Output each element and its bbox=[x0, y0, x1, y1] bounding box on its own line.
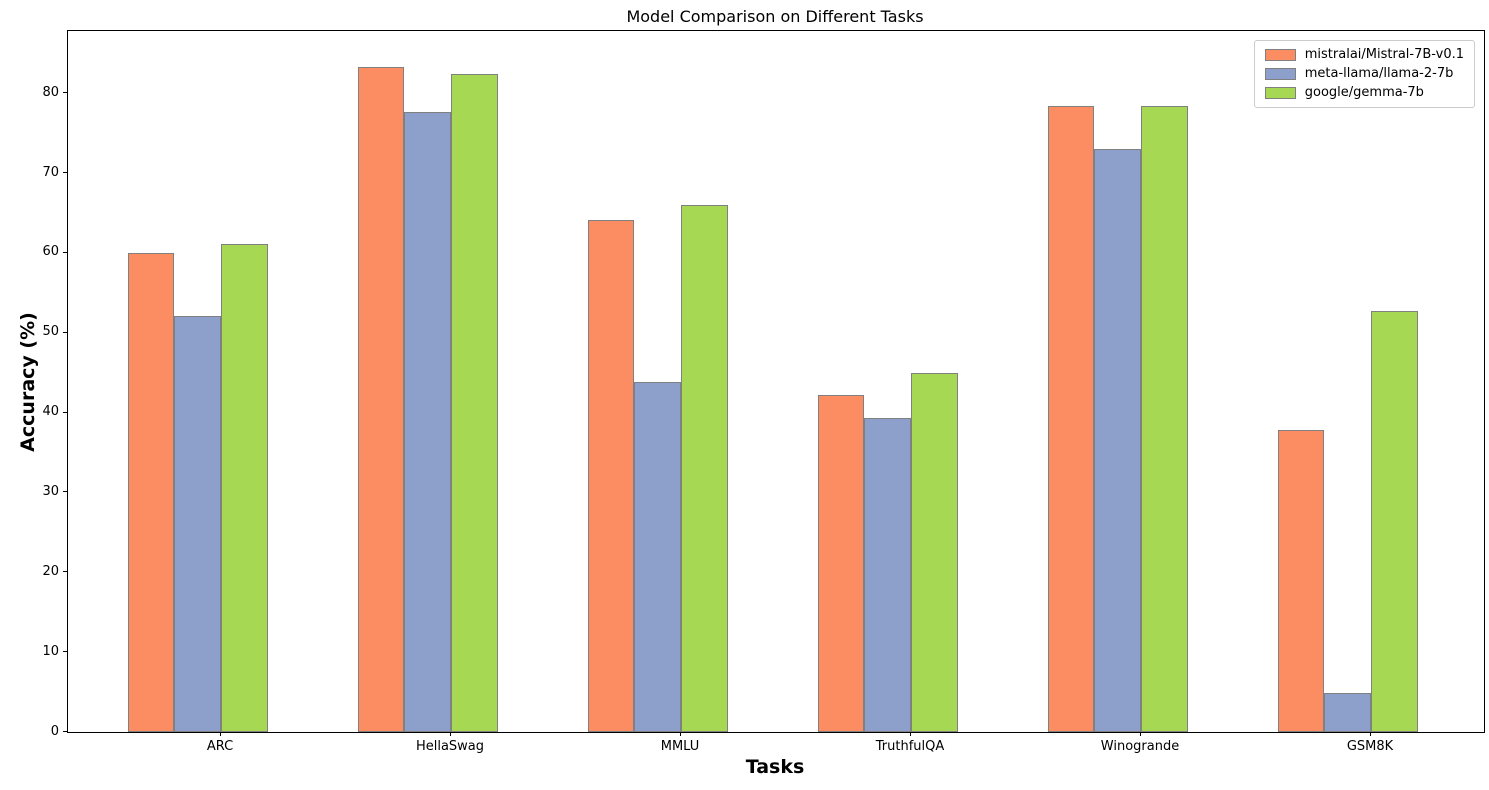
x-tick-mark bbox=[1140, 732, 1141, 736]
bar-google-gemma-7b-truthfulqa bbox=[911, 373, 958, 732]
x-tick-mark bbox=[1370, 732, 1371, 736]
bar-mistralai-mistral-7b-v0-1-mmlu bbox=[587, 219, 635, 732]
y-tick-label-50: 50 bbox=[42, 324, 59, 340]
y-tick-label-10: 10 bbox=[42, 643, 59, 659]
y-tick-mark bbox=[63, 331, 67, 333]
legend-swatch-mistralai-mistral-7b-v0-1 bbox=[1264, 49, 1296, 61]
x-tick-label-truthfulqa: TruthfulQA bbox=[875, 739, 945, 754]
y-tick-label-70: 70 bbox=[42, 164, 59, 180]
y-tick-label-30: 30 bbox=[42, 483, 59, 499]
x-tick-label-arc: ARC bbox=[206, 739, 234, 754]
x-axis-label: Tasks bbox=[745, 756, 805, 778]
legend-label: google/gemma-7b bbox=[1304, 85, 1424, 100]
bar-google-gemma-7b-gsm8k bbox=[1371, 310, 1418, 732]
bar-mistralai-mistral-7b-v0-1-winogrande bbox=[1047, 106, 1095, 732]
bar-google-gemma-7b-winogrande bbox=[1141, 105, 1188, 732]
bar-google-gemma-7b-hellaswag bbox=[451, 73, 498, 732]
x-tick-label-mmlu: MMLU bbox=[660, 739, 700, 754]
y-tick-label-0: 0 bbox=[50, 723, 59, 739]
y-tick-mark bbox=[63, 251, 67, 253]
y-tick-label-60: 60 bbox=[42, 244, 59, 260]
legend-label: mistralai/Mistral-7B-v0.1 bbox=[1304, 47, 1464, 62]
x-tick-mark bbox=[220, 732, 221, 736]
bar-meta-llama-llama-2-7b-arc bbox=[174, 316, 221, 732]
bar-mistralai-mistral-7b-v0-1-hellaswag bbox=[357, 66, 405, 732]
y-tick-mark bbox=[63, 571, 67, 573]
x-tick-mark bbox=[910, 732, 911, 736]
legend-item-google-gemma-7b: google/gemma-7b bbox=[1264, 85, 1464, 100]
y-tick-label-20: 20 bbox=[42, 563, 59, 579]
legend-item-mistralai-mistral-7b-v0-1: mistralai/Mistral-7B-v0.1 bbox=[1264, 47, 1464, 62]
bar-meta-llama-llama-2-7b-gsm8k bbox=[1324, 692, 1371, 732]
x-tick-label-gsm8k: GSM8K bbox=[1346, 739, 1394, 754]
y-tick-mark bbox=[63, 411, 67, 413]
x-tick-label-winogrande: Winogrande bbox=[1100, 739, 1180, 754]
bar-mistralai-mistral-7b-v0-1-gsm8k bbox=[1277, 429, 1325, 732]
y-tick-mark bbox=[63, 491, 67, 493]
y-tick-label-40: 40 bbox=[42, 404, 59, 420]
x-tick-mark bbox=[450, 732, 451, 736]
bar-meta-llama-llama-2-7b-hellaswag bbox=[404, 111, 451, 732]
bar-meta-llama-llama-2-7b-winogrande bbox=[1094, 149, 1141, 732]
legend-label: meta-llama/llama-2-7b bbox=[1304, 66, 1454, 81]
legend-swatch-google-gemma-7b bbox=[1264, 87, 1296, 99]
bar-google-gemma-7b-mmlu bbox=[681, 204, 728, 732]
bar-google-gemma-7b-arc bbox=[221, 244, 268, 732]
bar-meta-llama-llama-2-7b-mmlu bbox=[634, 381, 681, 732]
x-tick-label-hellaswag: HellaSwag bbox=[415, 739, 485, 754]
y-tick-mark bbox=[63, 172, 67, 174]
y-tick-mark bbox=[63, 92, 67, 94]
bar-mistralai-mistral-7b-v0-1-truthfulqa bbox=[817, 395, 865, 732]
y-tick-mark bbox=[63, 651, 67, 653]
y-tick-mark bbox=[63, 731, 67, 732]
plot-area: mistralai/Mistral-7B-v0.1 meta-llama/llam… bbox=[67, 30, 1485, 733]
y-axis-label: Accuracy (%) bbox=[17, 312, 39, 452]
chart-title: Model Comparison on Different Tasks bbox=[626, 7, 924, 26]
bar-meta-llama-llama-2-7b-truthfulqa bbox=[864, 418, 911, 732]
legend: mistralai/Mistral-7B-v0.1 meta-llama/llam… bbox=[1253, 40, 1475, 108]
x-tick-mark bbox=[680, 732, 681, 736]
legend-item-meta-llama-llama-2-7b: meta-llama/llama-2-7b bbox=[1264, 66, 1464, 81]
legend-swatch-meta-llama-llama-2-7b bbox=[1264, 68, 1296, 80]
bar-mistralai-mistral-7b-v0-1-arc bbox=[127, 253, 175, 732]
y-tick-label-80: 80 bbox=[42, 84, 59, 100]
